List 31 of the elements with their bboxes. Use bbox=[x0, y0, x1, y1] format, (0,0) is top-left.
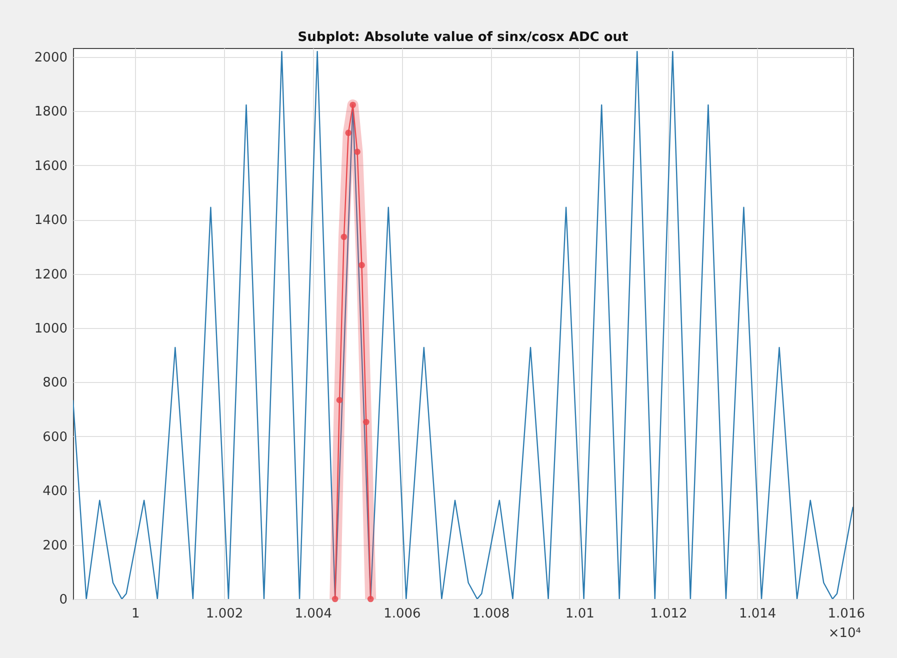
y-tick-label: 1200 bbox=[34, 267, 68, 282]
point bbox=[340, 234, 348, 240]
y-tick-label: 200 bbox=[42, 538, 68, 554]
x-tick-label: 1.006 bbox=[384, 606, 421, 622]
y-tick-label: 1000 bbox=[34, 321, 68, 336]
y-tick-label: 1600 bbox=[34, 158, 68, 174]
x-tick-label: 1.014 bbox=[738, 606, 776, 622]
y-tick-label: 800 bbox=[42, 376, 68, 391]
point bbox=[367, 596, 374, 602]
y-tick-label: 2000 bbox=[34, 50, 68, 66]
chart-title: Subplot: Absolute value of sinx/cosx ADC out bbox=[298, 30, 628, 45]
point bbox=[345, 130, 352, 136]
x-tick-label: 1.016 bbox=[828, 606, 865, 622]
point bbox=[358, 262, 365, 268]
point bbox=[350, 102, 356, 108]
point bbox=[332, 596, 338, 602]
x-tick-label: 1.01 bbox=[565, 606, 594, 622]
y-tick-label: 0 bbox=[59, 592, 68, 608]
text: ×10⁴ bbox=[828, 626, 861, 641]
y-tick-label: 1400 bbox=[34, 213, 68, 228]
x-tick-label: 1.012 bbox=[650, 606, 688, 622]
y-tick-label: 400 bbox=[42, 484, 68, 500]
x-tick-label: 1.008 bbox=[472, 606, 510, 622]
x-tick-label: 1.004 bbox=[294, 606, 332, 622]
y-tick-label: 1800 bbox=[34, 104, 68, 120]
x-tick-label: 1 bbox=[132, 606, 140, 622]
point bbox=[354, 148, 360, 155]
point bbox=[336, 396, 343, 404]
x-tick-label: 1.002 bbox=[206, 606, 244, 622]
point bbox=[363, 418, 370, 426]
y-tick-label: 600 bbox=[42, 430, 68, 445]
